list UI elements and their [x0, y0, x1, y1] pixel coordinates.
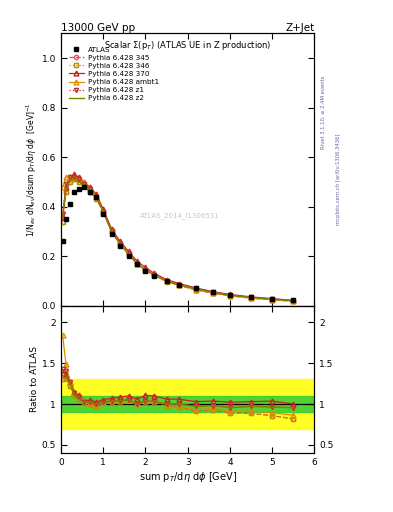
Legend: ATLAS, Pythia 6.428 345, Pythia 6.428 346, Pythia 6.428 370, Pythia 6.428 ambt1,: ATLAS, Pythia 6.428 345, Pythia 6.428 34… [67, 45, 161, 103]
X-axis label: sum p$_T$/d$\eta$ d$\phi$ [GeV]: sum p$_T$/d$\eta$ d$\phi$ [GeV] [139, 470, 237, 484]
Y-axis label: 1/N$_{ev}$ dN$_{ev}$/dsum p$_T$/d$\eta$ d$\phi$  [GeV]$^{-1}$: 1/N$_{ev}$ dN$_{ev}$/dsum p$_T$/d$\eta$ … [24, 102, 39, 237]
Text: mcplots.cern.ch [arXiv:1306.3436]: mcplots.cern.ch [arXiv:1306.3436] [336, 134, 341, 225]
Text: Rivet 3.1.10, ≥ 2.4M events: Rivet 3.1.10, ≥ 2.4M events [320, 76, 325, 150]
Bar [61, 396, 314, 412]
Bar [61, 379, 314, 429]
Text: ATLAS_2014_I1306531: ATLAS_2014_I1306531 [140, 212, 220, 219]
Y-axis label: Ratio to ATLAS: Ratio to ATLAS [30, 347, 39, 413]
Text: Z+Jet: Z+Jet [285, 23, 314, 32]
Text: Scalar $\Sigma$(p$_T$) (ATLAS UE in Z production): Scalar $\Sigma$(p$_T$) (ATLAS UE in Z pr… [104, 39, 271, 52]
Text: 13000 GeV pp: 13000 GeV pp [61, 23, 135, 32]
